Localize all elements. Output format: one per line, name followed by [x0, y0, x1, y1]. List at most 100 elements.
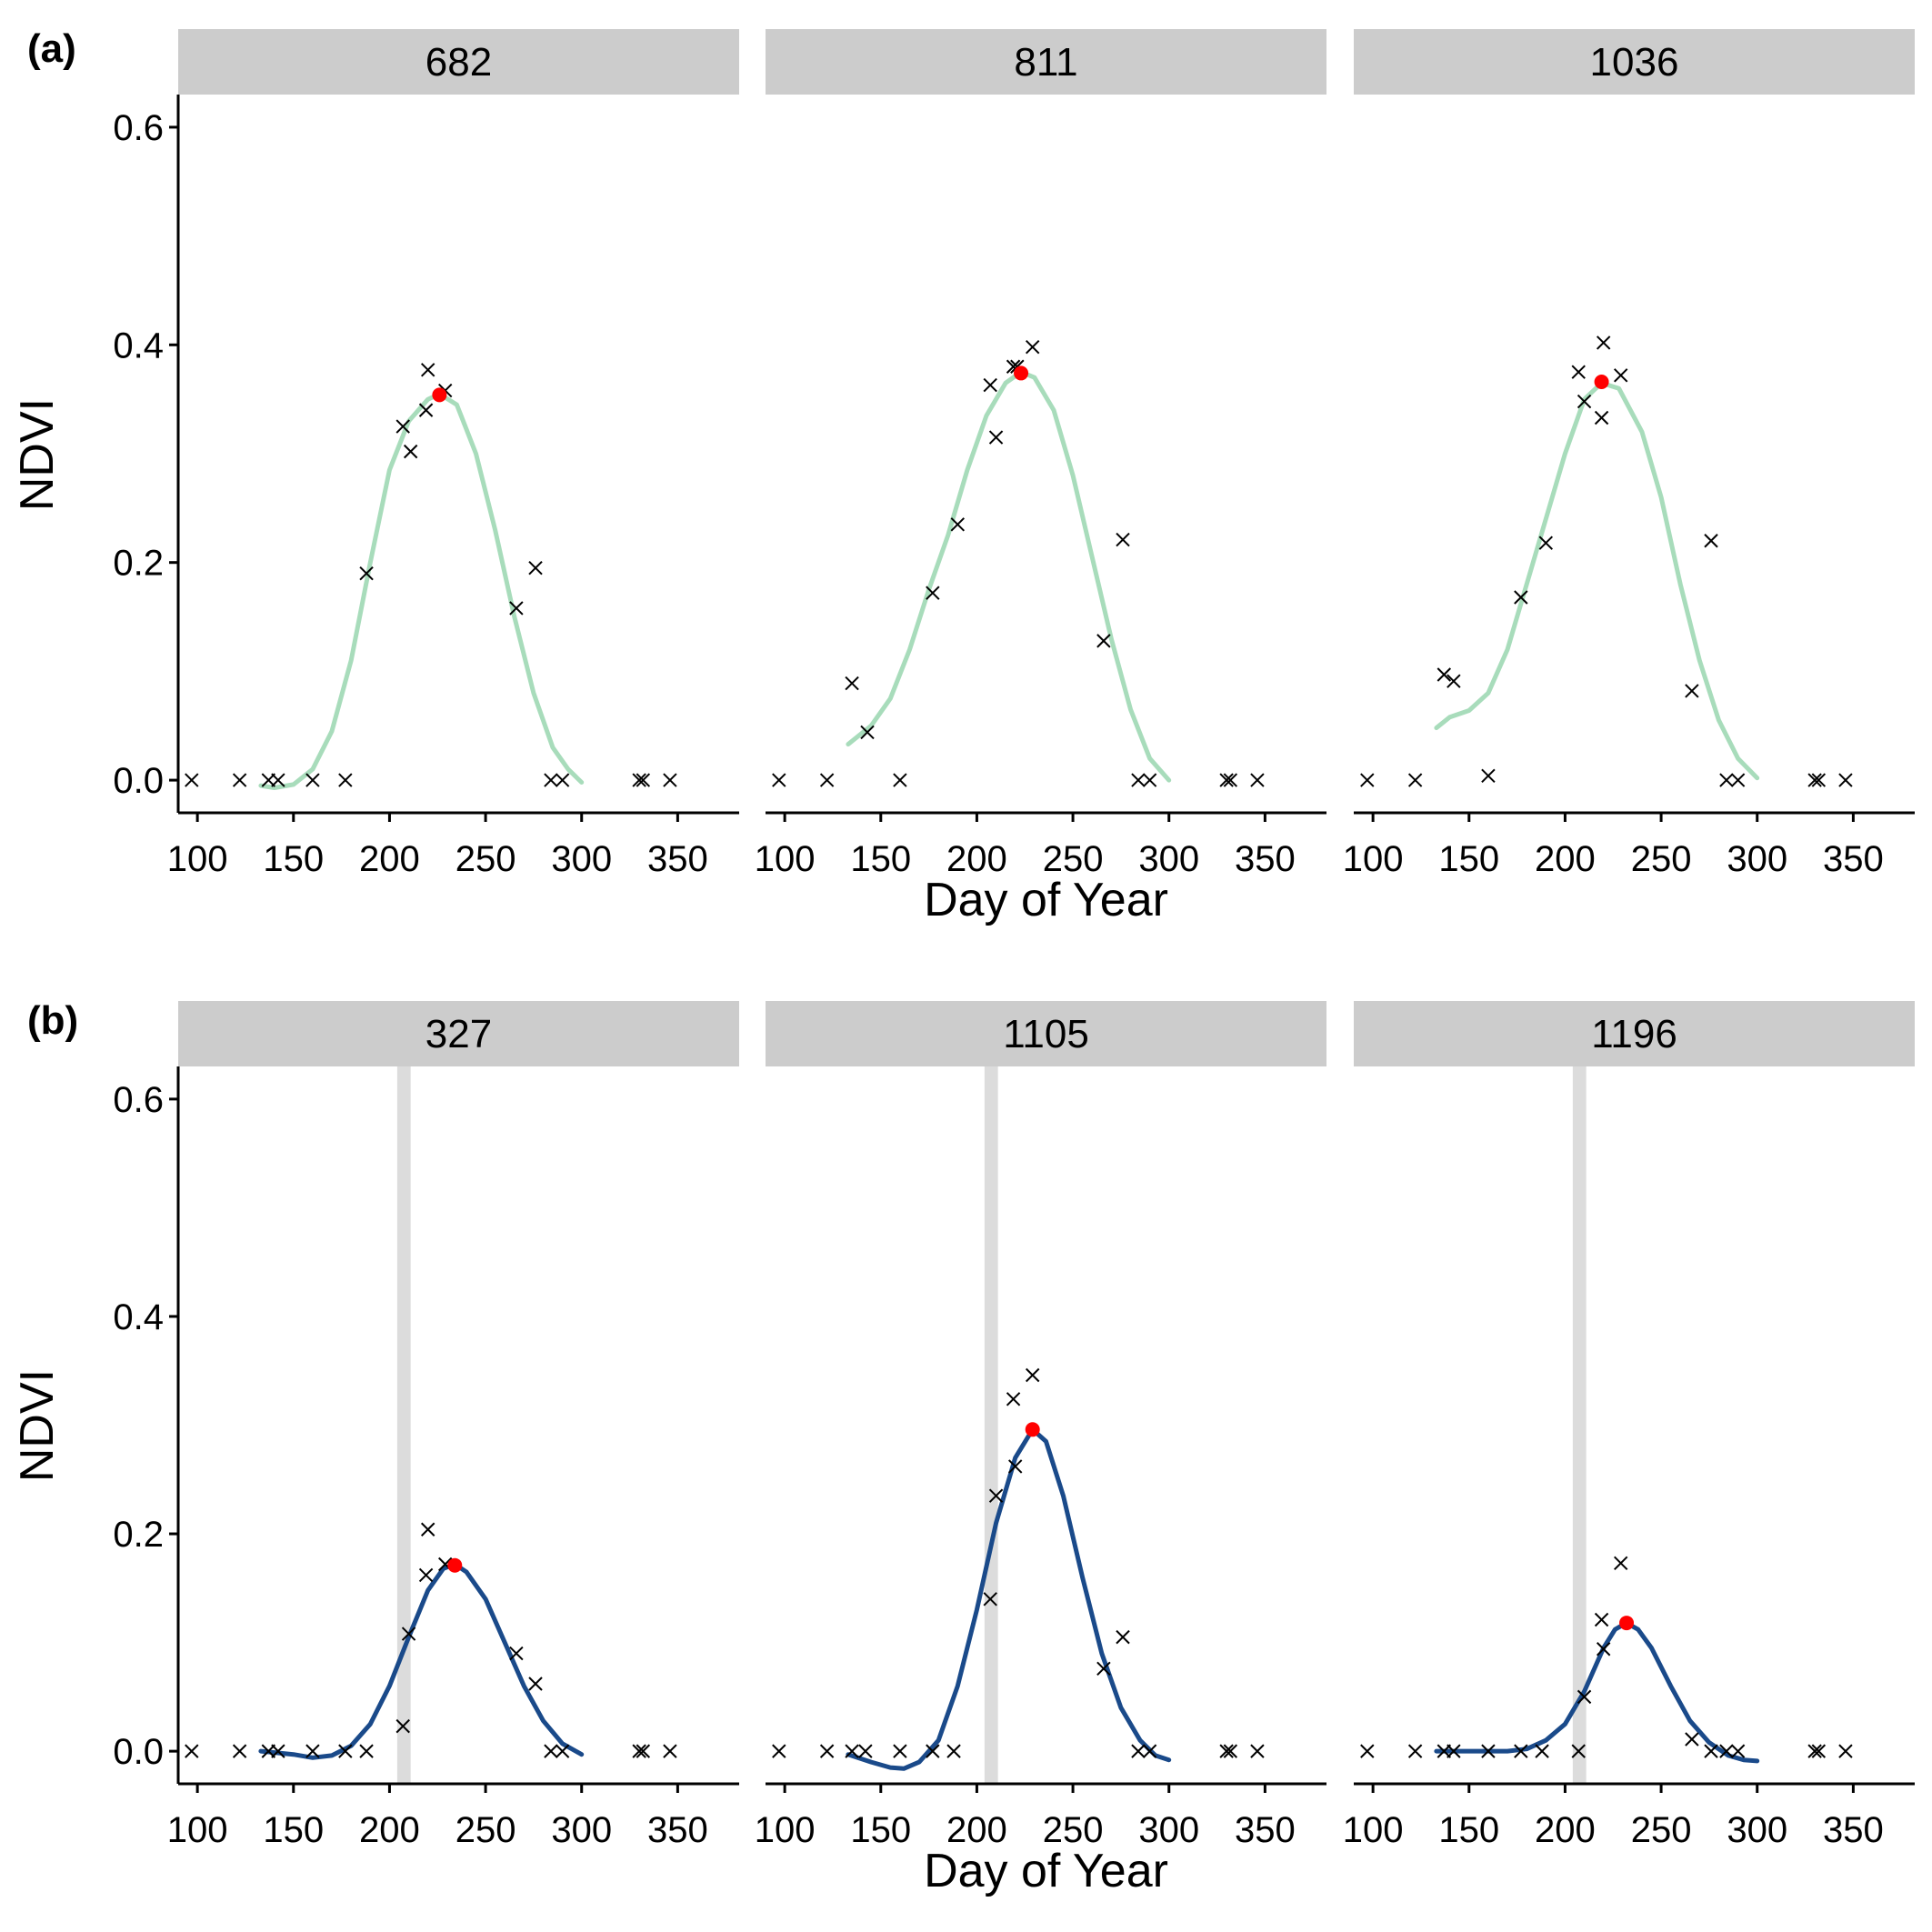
x-tick-label: 300	[1138, 1810, 1199, 1850]
peak-point	[1619, 1616, 1635, 1631]
observation-point	[1685, 684, 1699, 698]
observation-point	[420, 363, 435, 377]
observation-point	[946, 1744, 961, 1758]
x-tick-label: 150	[263, 839, 324, 879]
x-tick-label: 350	[647, 1810, 708, 1850]
x-tick-label: 250	[1631, 839, 1692, 879]
facet-strip-label: 1105	[1003, 1012, 1089, 1056]
x-tick-label: 300	[551, 1810, 612, 1850]
observation-point	[663, 773, 677, 787]
fitted-curve	[1434, 1620, 1760, 1764]
observation-point	[1811, 1744, 1827, 1758]
x-tick-label: 100	[167, 839, 228, 879]
observation-point	[893, 1744, 907, 1758]
observation-point	[632, 1744, 646, 1758]
observation-point	[185, 773, 199, 787]
x-tick-label: 150	[263, 1810, 324, 1850]
observation-point	[1006, 1392, 1021, 1406]
observation-point	[1223, 1744, 1238, 1758]
x-tick-label: 250	[455, 839, 516, 879]
observation-point	[1730, 1744, 1746, 1758]
observation-point	[271, 773, 285, 787]
x-tick-label: 250	[455, 1810, 516, 1850]
x-tick-label: 200	[1535, 1810, 1596, 1850]
observation-point	[395, 419, 410, 434]
observation-point	[632, 773, 646, 787]
observation-point	[860, 725, 875, 740]
x-tick-label: 250	[1043, 839, 1104, 879]
facet-strip	[766, 29, 1326, 95]
panel-327: 327 0.0 0.2 0.4 0.6 100 150 200 250 300 350	[113, 1001, 739, 1850]
y-tick-label: 0.2	[113, 1515, 164, 1555]
observation-point	[1481, 1744, 1496, 1758]
observation-point	[528, 560, 543, 576]
x-tick-label: 350	[1823, 1810, 1884, 1850]
fitted-curve	[258, 1562, 585, 1760]
observation-point	[1838, 773, 1853, 787]
observation-point	[1142, 1744, 1157, 1758]
observation-point	[1407, 1744, 1423, 1758]
observation-point	[893, 773, 907, 787]
x-tick-label: 100	[755, 1810, 816, 1850]
row-label: (b)	[27, 998, 78, 1043]
observation-point	[1514, 590, 1528, 605]
observation-point	[1719, 773, 1734, 787]
observation-point	[772, 773, 786, 787]
highlight-band	[1572, 1066, 1587, 1784]
x-tick-label: 100	[755, 839, 816, 879]
observation-point	[1514, 1744, 1528, 1758]
observation-point	[1614, 368, 1628, 383]
observation-point	[528, 1677, 543, 1691]
y-tick-label: 0.4	[113, 1297, 164, 1337]
observation-point	[359, 566, 374, 581]
observation-point	[544, 773, 558, 787]
x-tick-label: 100	[167, 1810, 228, 1850]
panel-1036: 1036 100 150 200 250 300 350	[1343, 29, 1915, 879]
observation-point	[1577, 1689, 1592, 1705]
observation-point	[1116, 532, 1130, 547]
observation-point	[1811, 773, 1827, 787]
facet-strip	[766, 1001, 1326, 1066]
observation-point	[1142, 773, 1157, 787]
x-tick-label: 150	[850, 839, 911, 879]
observation-point	[509, 601, 524, 616]
fitted-curve	[258, 391, 585, 790]
peak-point	[432, 387, 447, 403]
x-tick-label: 150	[1438, 1810, 1499, 1850]
y-tick-label: 0.6	[113, 108, 164, 148]
observation-point	[1116, 1629, 1130, 1645]
facet-strip-label: 327	[425, 1012, 492, 1056]
observation-point	[1538, 536, 1554, 550]
facet-strip	[178, 1001, 739, 1066]
observation-point	[1446, 1744, 1461, 1758]
observation-point	[1250, 1744, 1265, 1758]
observation-point	[819, 773, 835, 787]
observation-point	[1594, 410, 1609, 425]
peak-point	[447, 1557, 463, 1573]
observation-point	[232, 1744, 247, 1758]
x-tick-label: 300	[1727, 839, 1787, 879]
observation-point	[544, 1744, 558, 1758]
observation-point	[663, 1744, 677, 1758]
y-axis-title: NDVI	[11, 1369, 64, 1482]
x-tick-label: 200	[1535, 839, 1596, 879]
observation-point	[420, 1522, 435, 1537]
observation-point	[1131, 773, 1146, 787]
x-axis-title: Day of Year	[924, 874, 1168, 926]
x-tick-label: 250	[1043, 1810, 1104, 1850]
observation-point	[1096, 634, 1111, 648]
observation-point	[988, 430, 1004, 445]
y-tick-label: 0.2	[113, 544, 164, 584]
y-tick-label: 0.0	[113, 761, 164, 801]
observation-point	[1360, 1744, 1375, 1758]
observation-point	[1407, 773, 1423, 787]
observation-point	[1131, 1744, 1146, 1758]
facet-strip-label: 1196	[1591, 1012, 1677, 1056]
observation-point	[1614, 1556, 1628, 1571]
observation-point	[983, 377, 997, 393]
peak-point	[1014, 365, 1029, 381]
observation-point	[983, 1592, 997, 1607]
y-tick-label: 0.0	[113, 1732, 164, 1772]
observation-point	[418, 403, 434, 417]
